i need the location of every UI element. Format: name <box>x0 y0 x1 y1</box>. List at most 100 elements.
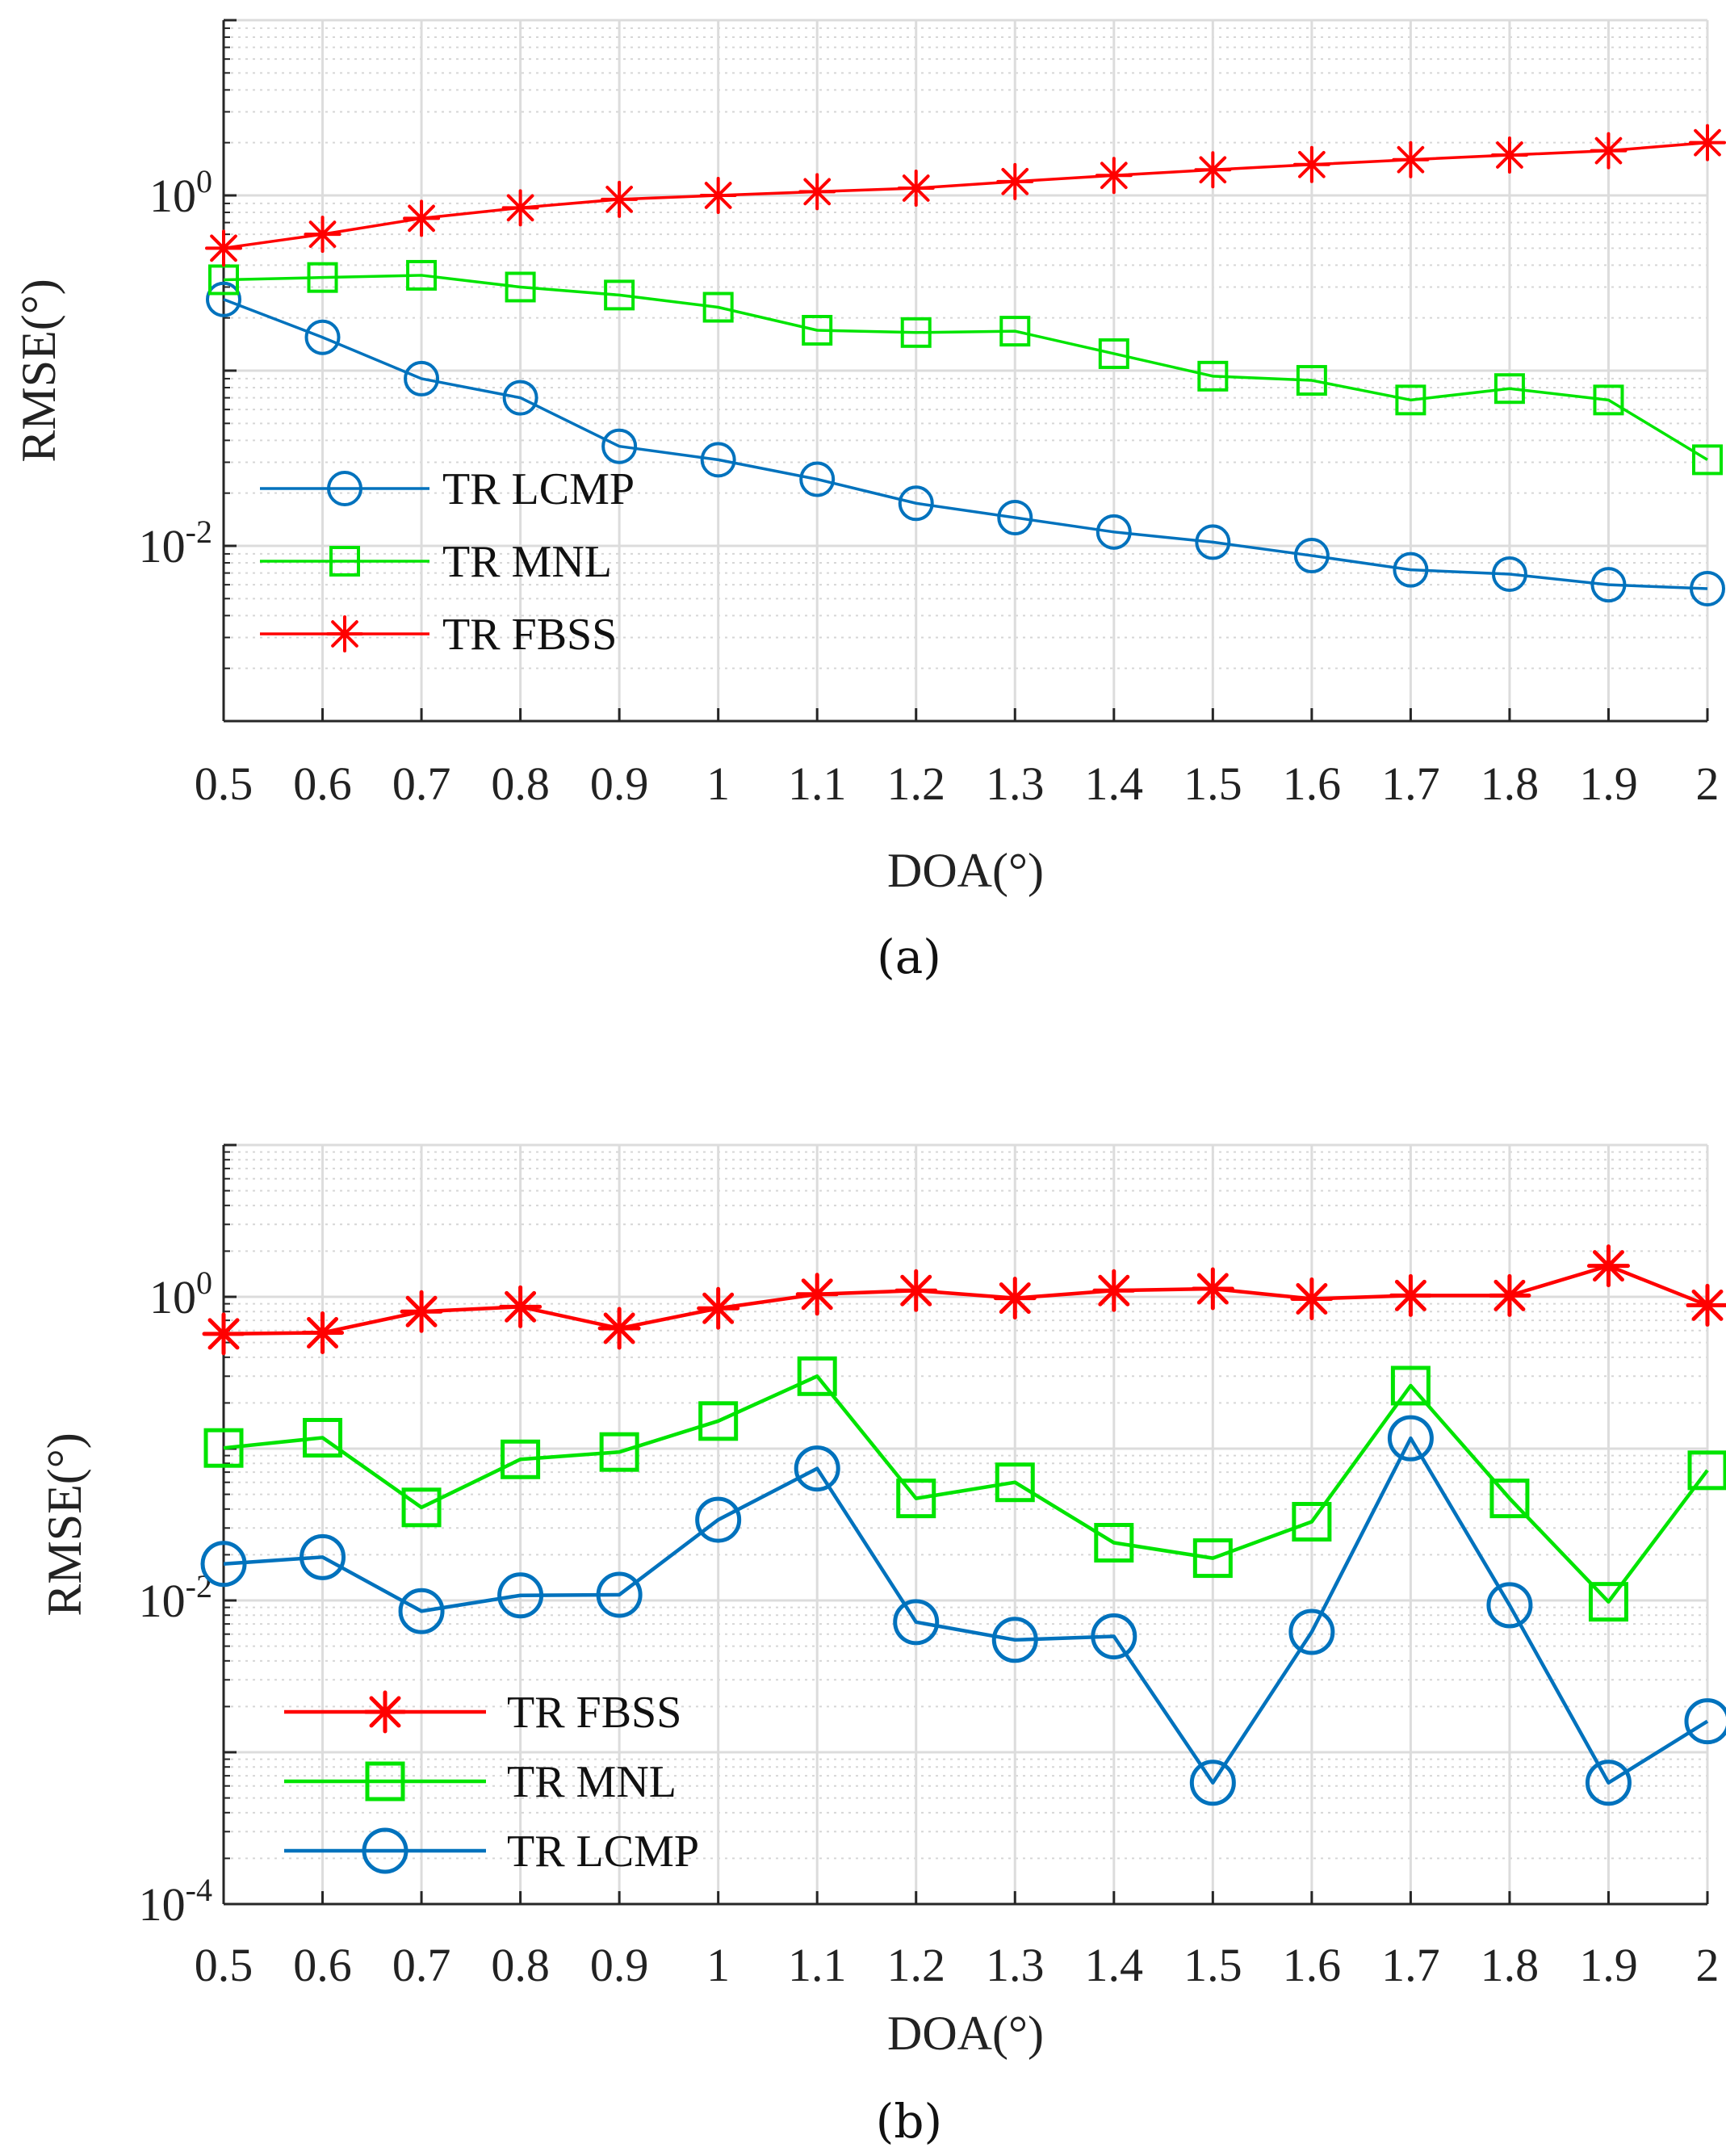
x-tick-label: 0.6 <box>293 757 352 810</box>
data-point <box>993 1277 1037 1320</box>
x-axis-label: DOA(°) <box>887 2007 1044 2060</box>
data-point <box>1194 151 1232 189</box>
data-point <box>398 1588 445 1634</box>
y-tick-label: 100 <box>149 1265 212 1323</box>
data-point <box>497 1572 544 1619</box>
data-point <box>695 1496 742 1543</box>
x-tick-label: 1.7 <box>1381 757 1440 810</box>
data-point <box>1290 1277 1334 1320</box>
legend-label: TR LCMP <box>442 464 635 514</box>
grid <box>222 19 1709 723</box>
x-tick-label: 1.2 <box>886 1939 945 1991</box>
data-point <box>700 442 736 478</box>
legend-label: TR LCMP <box>507 1827 699 1877</box>
x-tick-label: 1.3 <box>986 757 1045 810</box>
x-tick-label: 0.7 <box>392 1939 451 1991</box>
data-point <box>1095 157 1133 195</box>
data-point <box>1489 1479 1530 1519</box>
data-point <box>996 162 1034 200</box>
data-point <box>995 1462 1035 1503</box>
x-tick-label: 0.5 <box>195 757 253 810</box>
panel-caption: (a) <box>877 929 941 984</box>
data-point <box>1590 132 1628 170</box>
data-point <box>1292 145 1330 183</box>
x-tick-label: 1.1 <box>788 757 847 810</box>
data-point <box>1590 567 1627 603</box>
series-line <box>223 1264 1708 1336</box>
series-line <box>223 1436 1709 1785</box>
data-point <box>898 485 934 522</box>
x-tick-label: 1.9 <box>1579 757 1638 810</box>
data-point <box>1486 1582 1533 1629</box>
data-point <box>401 1487 442 1528</box>
data-point <box>205 229 242 267</box>
data-point <box>896 1479 936 1519</box>
x-tick-label: 1.2 <box>886 757 945 810</box>
data-point <box>1593 384 1624 416</box>
y-tick-label: 100 <box>149 163 212 222</box>
data-point <box>502 380 538 416</box>
data-point <box>601 180 639 218</box>
data-point <box>1395 384 1426 416</box>
x-tick-label: 0.6 <box>293 1939 352 1991</box>
data-point <box>1390 1365 1431 1406</box>
data-point <box>991 1617 1038 1663</box>
data-point <box>400 1290 443 1333</box>
data-point <box>1585 1760 1632 1806</box>
x-tick-label: 1.6 <box>1283 1939 1342 1991</box>
data-point <box>697 1286 740 1330</box>
y-axis-label: RMSE(°) <box>38 1432 91 1616</box>
data-point <box>1091 1613 1137 1659</box>
data-point <box>1195 524 1231 560</box>
data-point <box>200 1541 247 1588</box>
data-point <box>597 1307 641 1350</box>
x-tick-label: 0.8 <box>491 757 550 810</box>
data-point <box>799 461 836 497</box>
x-tick-label: 1.8 <box>1481 757 1540 810</box>
legend-label: TR FBSS <box>442 610 617 660</box>
legend-marker <box>327 471 362 506</box>
data-point <box>604 279 635 311</box>
data-point <box>897 170 935 208</box>
legend-marker <box>329 546 360 577</box>
series-tr-lcmp <box>200 1415 1726 1806</box>
data-point <box>202 1312 245 1356</box>
series-line <box>223 1374 1709 1604</box>
data-point <box>1098 338 1129 369</box>
data-point <box>1488 1273 1531 1317</box>
data-point <box>1191 1267 1234 1311</box>
data-point <box>203 1428 244 1468</box>
data-point <box>304 319 341 355</box>
data-point <box>1392 141 1430 178</box>
data-point <box>403 199 441 237</box>
x-tick-label: 0.5 <box>195 1939 253 1991</box>
series-line <box>223 274 1708 461</box>
data-point <box>1491 556 1527 592</box>
x-tick-label: 0.8 <box>491 1939 550 1991</box>
data-point <box>501 1439 541 1479</box>
x-tick-label: 1 <box>706 757 730 810</box>
data-point <box>794 1445 840 1492</box>
x-tick-label: 1.1 <box>788 1939 847 1991</box>
data-point <box>1588 1582 1628 1622</box>
series-tr-mnl <box>203 1356 1726 1622</box>
series-tr-mnl <box>208 259 1723 476</box>
x-tick-label: 1.9 <box>1579 1939 1638 1991</box>
series-line <box>223 298 1708 590</box>
x-tick-label: 1.4 <box>1085 757 1144 810</box>
x-tick-label: 0.7 <box>392 757 451 810</box>
x-tick-label: 1.4 <box>1085 1939 1144 1991</box>
data-point <box>406 259 438 291</box>
data-point <box>301 1311 345 1354</box>
series-line <box>223 141 1708 250</box>
legend-marker <box>365 1761 405 1802</box>
data-point <box>802 314 833 346</box>
x-tick-label: 1.7 <box>1381 1939 1440 1991</box>
data-point <box>798 173 836 211</box>
data-point <box>1684 1698 1726 1745</box>
data-point <box>505 271 536 303</box>
data-point <box>1293 538 1330 574</box>
data-point <box>699 177 737 214</box>
y-axis-label: RMSE(°) <box>12 279 65 462</box>
